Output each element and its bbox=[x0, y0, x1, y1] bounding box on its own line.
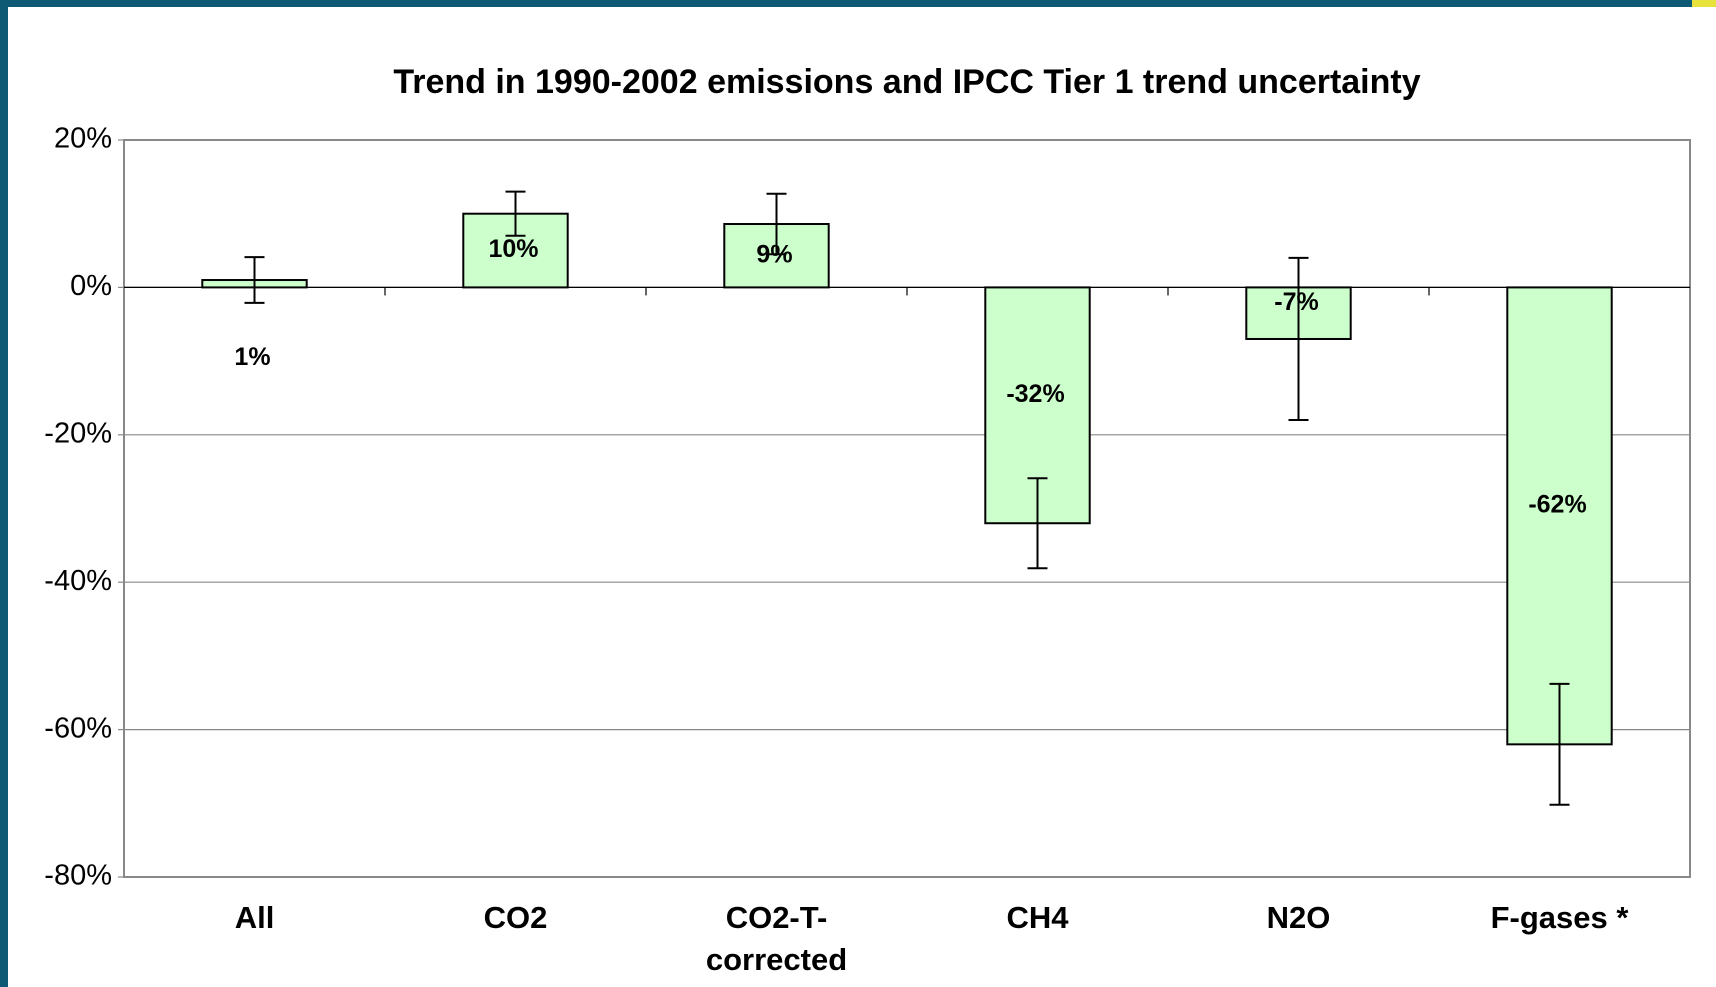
slide bbox=[8, 7, 1716, 987]
bar bbox=[1506, 286, 1613, 746]
chart-title: Trend in 1990-2002 emissions and IPCC Ti… bbox=[393, 63, 1420, 101]
value-label: 9% bbox=[756, 240, 792, 268]
plot-border bbox=[123, 139, 1691, 878]
value-label: -62% bbox=[1528, 490, 1586, 518]
value-label: -32% bbox=[1006, 380, 1064, 408]
y-tick-label: -80% bbox=[44, 860, 112, 892]
y-tick-label: 20% bbox=[54, 123, 112, 155]
y-tick-label: -40% bbox=[44, 565, 112, 597]
y-tick-label: -60% bbox=[44, 712, 112, 744]
corner-accent bbox=[1692, 0, 1716, 7]
x-tick-label: F-gases * bbox=[1490, 900, 1629, 935]
x-tick-label: All bbox=[234, 900, 275, 935]
y-tick-label: -20% bbox=[44, 417, 112, 449]
x-tick-label: CH4 bbox=[1006, 900, 1069, 935]
value-label: -7% bbox=[1274, 288, 1318, 316]
x-tick-label: CO2-T-corrected bbox=[705, 900, 848, 977]
x-tick-label: CO2 bbox=[483, 900, 548, 935]
y-tick-label: 0% bbox=[70, 270, 112, 302]
value-label: 1% bbox=[234, 343, 270, 371]
value-label: 10% bbox=[488, 235, 538, 263]
x-tick-label: N2O bbox=[1266, 900, 1331, 935]
